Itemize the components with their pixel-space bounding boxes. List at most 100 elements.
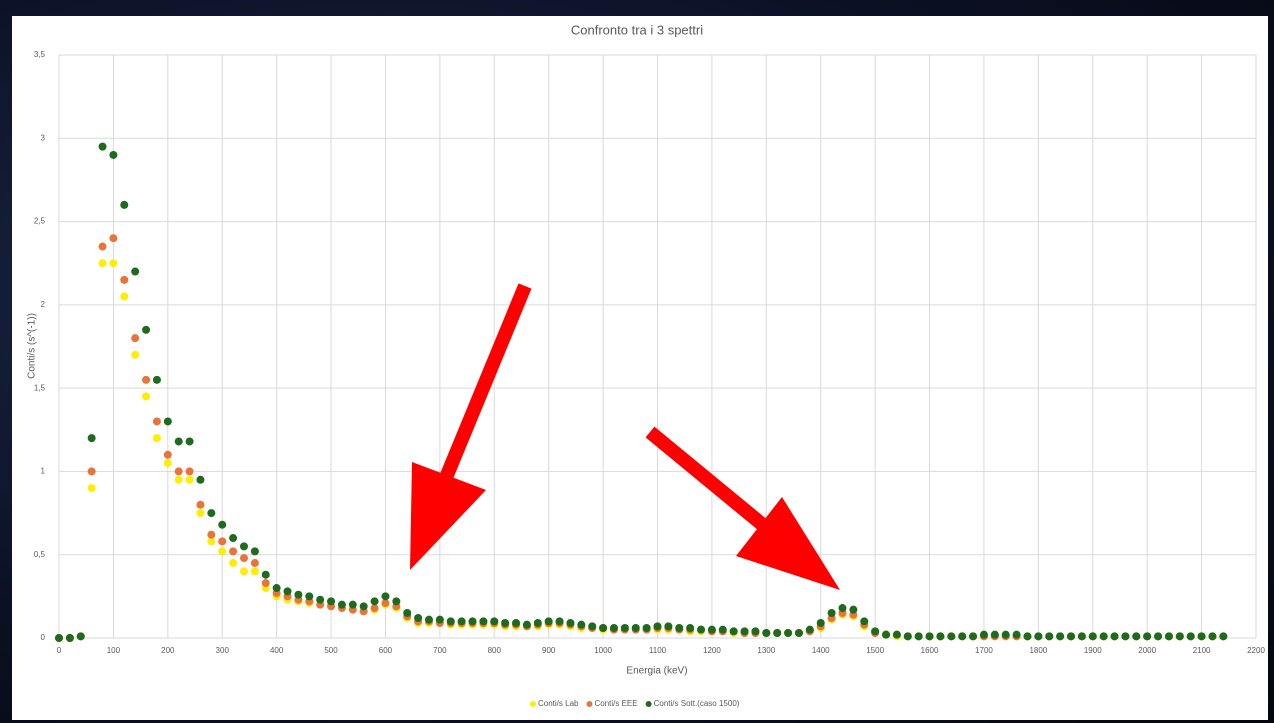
data-point bbox=[218, 547, 227, 556]
data-point bbox=[229, 547, 238, 556]
data-point bbox=[958, 632, 967, 641]
data-point bbox=[414, 614, 423, 623]
data-point bbox=[1045, 632, 1054, 641]
data-point bbox=[762, 629, 771, 638]
data-point bbox=[675, 624, 684, 633]
data-point bbox=[359, 602, 368, 611]
data-point bbox=[239, 542, 248, 551]
data-point bbox=[305, 592, 314, 601]
x-tick-label: 300 bbox=[216, 646, 230, 655]
data-point bbox=[479, 617, 488, 626]
x-tick-label: 1300 bbox=[757, 646, 775, 655]
data-point bbox=[229, 534, 238, 543]
data-point bbox=[1056, 632, 1065, 641]
x-tick-label: 1700 bbox=[975, 646, 993, 655]
data-point bbox=[207, 537, 216, 546]
data-point bbox=[903, 632, 912, 641]
data-point bbox=[522, 620, 531, 629]
data-point bbox=[577, 620, 586, 629]
data-point bbox=[990, 630, 999, 639]
data-point bbox=[152, 417, 161, 426]
x-tick-label: 2200 bbox=[1247, 646, 1265, 655]
data-point bbox=[707, 625, 716, 634]
data-point bbox=[446, 617, 455, 626]
y-tick-label: 1,5 bbox=[34, 383, 46, 392]
data-point bbox=[1088, 632, 1097, 641]
arrow-head bbox=[410, 462, 486, 570]
data-point bbox=[392, 597, 401, 606]
data-point bbox=[729, 627, 738, 636]
data-point bbox=[65, 634, 74, 642]
data-point bbox=[261, 570, 270, 579]
arrow-shaft bbox=[438, 283, 532, 483]
x-tick-label: 2100 bbox=[1193, 646, 1211, 655]
data-point bbox=[1186, 632, 1195, 641]
x-tick-label: 700 bbox=[433, 646, 447, 655]
data-point bbox=[1001, 630, 1010, 639]
data-point bbox=[229, 559, 238, 568]
grid: 0 0,5 1 1,5 2 2,5 3 3,5 0 100 200 300 400 500 600 700 80… bbox=[34, 50, 1266, 655]
data-point bbox=[196, 475, 205, 484]
data-point bbox=[1219, 632, 1228, 641]
data-point bbox=[131, 350, 140, 359]
y-tick-label: 2 bbox=[41, 300, 46, 309]
annotation-arrows bbox=[410, 283, 840, 590]
data-point bbox=[936, 632, 945, 641]
data-point bbox=[620, 624, 629, 633]
data-point bbox=[1077, 632, 1086, 641]
data-point bbox=[120, 275, 129, 284]
data-point bbox=[327, 597, 336, 606]
data-point bbox=[250, 547, 259, 556]
legend-label: Conti/s EEE bbox=[594, 699, 637, 708]
data-point bbox=[316, 595, 325, 604]
y-tick-label: 3 bbox=[41, 133, 46, 142]
data-point bbox=[174, 437, 183, 446]
data-point bbox=[533, 619, 542, 628]
data-point bbox=[250, 567, 259, 576]
y-tick-label: 3,5 bbox=[34, 50, 46, 59]
x-tick-label: 1900 bbox=[1084, 646, 1102, 655]
data-point bbox=[109, 234, 118, 243]
data-point bbox=[490, 617, 499, 626]
legend-marker bbox=[645, 701, 652, 707]
x-tick-label: 1800 bbox=[1029, 646, 1047, 655]
x-tick-label: 400 bbox=[270, 646, 284, 655]
data-point bbox=[87, 434, 96, 443]
data-point bbox=[142, 392, 151, 401]
data-point bbox=[1208, 632, 1217, 641]
data-point bbox=[109, 150, 118, 159]
data-point bbox=[457, 617, 466, 626]
data-point bbox=[512, 619, 521, 628]
data-point bbox=[1164, 632, 1173, 641]
y-tick-label: 0 bbox=[41, 633, 46, 642]
x-tick-label: 0 bbox=[57, 646, 62, 655]
data-point bbox=[207, 509, 216, 518]
data-point bbox=[849, 605, 858, 614]
data-point bbox=[87, 484, 96, 493]
data-point bbox=[1012, 630, 1021, 639]
data-point bbox=[925, 632, 934, 641]
data-point bbox=[348, 600, 357, 609]
data-point bbox=[1175, 632, 1184, 641]
data-point bbox=[914, 632, 923, 641]
x-tick-label: 600 bbox=[379, 646, 393, 655]
data-point bbox=[1023, 632, 1032, 641]
data-point bbox=[120, 200, 129, 209]
data-point bbox=[784, 629, 793, 638]
data-point bbox=[98, 142, 107, 151]
data-point bbox=[1121, 632, 1130, 641]
data-point bbox=[697, 625, 706, 634]
data-point bbox=[163, 459, 172, 468]
data-point bbox=[76, 632, 85, 641]
y-tick-label: 2,5 bbox=[34, 217, 46, 226]
data-point bbox=[653, 622, 662, 631]
data-point bbox=[969, 632, 978, 641]
data-point bbox=[805, 625, 814, 634]
x-tick-label: 500 bbox=[324, 646, 338, 655]
data-point bbox=[871, 627, 880, 636]
data-point bbox=[501, 619, 510, 628]
data-point bbox=[142, 325, 151, 334]
data-point bbox=[979, 630, 988, 639]
